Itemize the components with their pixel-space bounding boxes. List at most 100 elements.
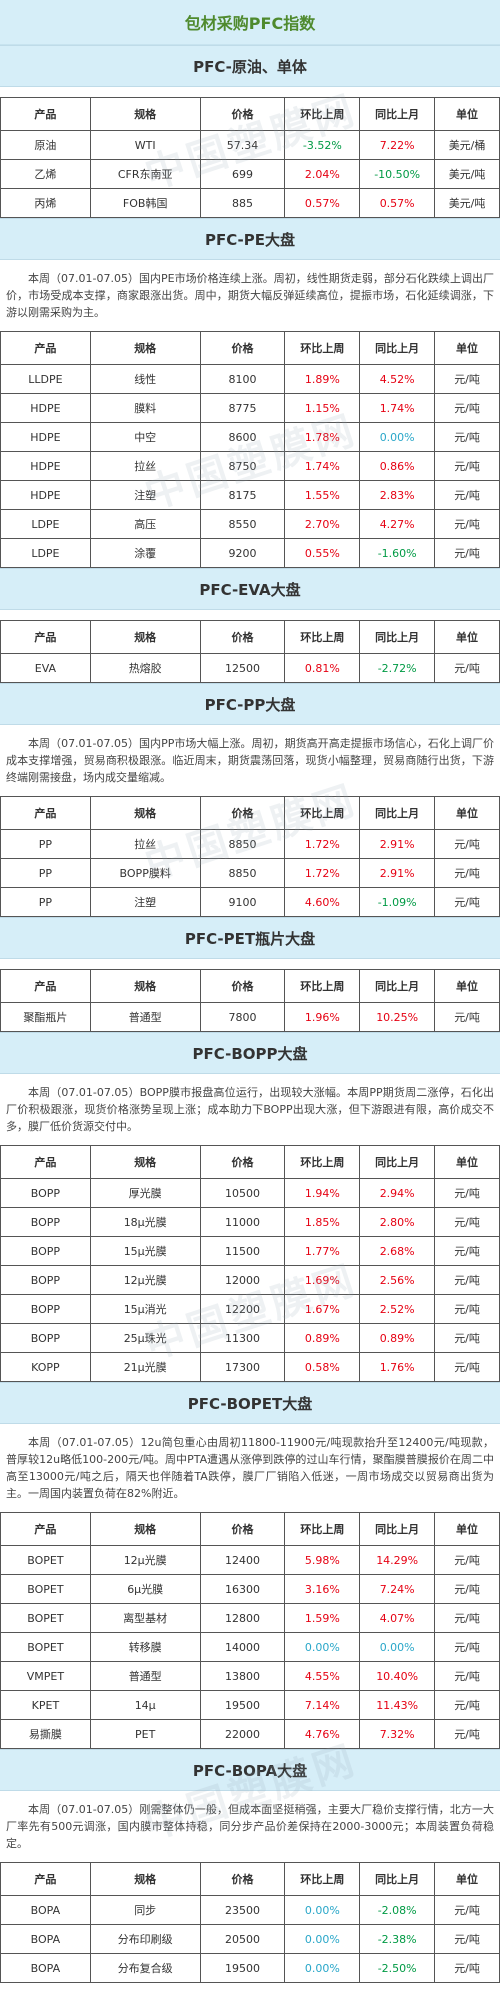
- header-product: 产品: [0, 1512, 91, 1546]
- price-cell: 8100: [199, 364, 286, 394]
- spec-cell: 15μ消光: [89, 1294, 201, 1324]
- mom-change-cell: 2.56%: [359, 1265, 436, 1295]
- wow-change-cell: 1.96%: [284, 1002, 361, 1032]
- header-spec: 规格: [89, 1512, 201, 1546]
- wow-change-cell: 4.60%: [284, 887, 361, 917]
- table-header-row: 产品 规格 价格 环比上周 同比上月 单位: [0, 969, 500, 1003]
- price-cell: 11500: [199, 1236, 286, 1266]
- table-row: BOPP 18μ光膜 11000 1.85% 2.80% 元/吨: [0, 1207, 500, 1237]
- wow-change-cell: 3.16%: [284, 1574, 361, 1604]
- section-spacer: [0, 959, 500, 969]
- spec-cell: 6μ光膜: [89, 1574, 201, 1604]
- price-cell: 17300: [199, 1352, 286, 1382]
- price-table: 产品 规格 价格 环比上周 同比上月 单位 原油 WTI 57.34 -3.52% 7.22% 美元/…: [0, 97, 500, 218]
- section-spacer: [0, 610, 500, 620]
- spec-cell: 线性: [89, 364, 201, 394]
- section-title: PFC-PE大盘: [0, 218, 500, 260]
- spec-cell: 转移膜: [89, 1632, 201, 1662]
- mom-change-cell: 2.52%: [359, 1294, 436, 1324]
- table-row: 乙烯 CFR东南亚 699 2.04% -10.50% 美元/吨: [0, 159, 500, 189]
- table-row: 原油 WTI 57.34 -3.52% 7.22% 美元/桶: [0, 130, 500, 160]
- header-mom: 同比上月: [359, 796, 436, 830]
- spec-cell: 同步: [89, 1895, 201, 1925]
- table-row: LDPE 高压 8550 2.70% 4.27% 元/吨: [0, 509, 500, 539]
- unit-cell: 元/吨: [434, 1690, 500, 1720]
- product-cell: VMPET: [0, 1661, 91, 1691]
- product-cell: BOPA: [0, 1895, 91, 1925]
- price-cell: 13800: [199, 1661, 286, 1691]
- unit-cell: 元/吨: [434, 1002, 500, 1032]
- spec-cell: 21μ光膜: [89, 1352, 201, 1382]
- mom-change-cell: 2.91%: [359, 829, 436, 859]
- unit-cell: 元/吨: [434, 1574, 500, 1604]
- spec-cell: 离型基材: [89, 1603, 201, 1633]
- product-cell: BOPET: [0, 1574, 91, 1604]
- spec-cell: 注塑: [89, 480, 201, 510]
- mom-change-cell: 7.22%: [359, 130, 436, 160]
- product-cell: 原油: [0, 130, 91, 160]
- section-title: PFC-BOPA大盘: [0, 1749, 500, 1791]
- mom-change-cell: 14.29%: [359, 1545, 436, 1575]
- wow-change-cell: 1.72%: [284, 829, 361, 859]
- wow-change-cell: 1.94%: [284, 1178, 361, 1208]
- section-block: PFC-原油、单体 产品 规格 价格 环比上周 同比上月 单位 原油 WTI 57.34 -3.52…: [0, 45, 500, 218]
- header-wow: 环比上周: [284, 97, 361, 131]
- table-row: EVA 热熔胶 12500 0.81% -2.72% 元/吨: [0, 653, 500, 683]
- header-product: 产品: [0, 331, 91, 365]
- header-spec: 规格: [89, 97, 201, 131]
- wow-change-cell: 1.15%: [284, 393, 361, 423]
- spec-cell: 高压: [89, 509, 201, 539]
- product-cell: BOPA: [0, 1924, 91, 1954]
- mom-change-cell: 10.25%: [359, 1002, 436, 1032]
- price-cell: 10500: [199, 1178, 286, 1208]
- header-price: 价格: [199, 796, 286, 830]
- section-commentary: 本周（07.01-07.05）刚需整体仍一般，但成本面坚挺稍强，主要大厂稳价支撑…: [6, 1803, 494, 1850]
- wow-change-cell: 1.59%: [284, 1603, 361, 1633]
- spec-cell: CFR东南亚: [89, 159, 201, 189]
- price-table: 产品 规格 价格 环比上周 同比上月 单位 LLDPE 线性 8100 1.89% 4.52% 元/吨…: [0, 331, 500, 568]
- unit-cell: 元/吨: [434, 393, 500, 423]
- mom-change-cell: 7.24%: [359, 1574, 436, 1604]
- section-commentary: 本周（07.01-07.05）国内PP市场大幅上涨。周初，期货高开高走提振市场信…: [6, 737, 494, 784]
- product-cell: PP: [0, 887, 91, 917]
- table-row: VMPET 普通型 13800 4.55% 10.40% 元/吨: [0, 1661, 500, 1691]
- unit-cell: 元/吨: [434, 1545, 500, 1575]
- table-header-row: 产品 规格 价格 环比上周 同比上月 单位: [0, 331, 500, 365]
- unit-cell: 元/吨: [434, 829, 500, 859]
- unit-cell: 元/吨: [434, 1953, 500, 1983]
- price-cell: 11000: [199, 1207, 286, 1237]
- unit-cell: 元/吨: [434, 480, 500, 510]
- table-row: HDPE 中空 8600 1.78% 0.00% 元/吨: [0, 422, 500, 452]
- header-wow: 环比上周: [284, 1862, 361, 1896]
- header-unit: 单位: [434, 97, 500, 131]
- header-spec: 规格: [89, 620, 201, 654]
- table-row: BOPET 离型基材 12800 1.59% 4.07% 元/吨: [0, 1603, 500, 1633]
- product-cell: BOPP: [0, 1207, 91, 1237]
- spec-cell: 厚光膜: [89, 1178, 201, 1208]
- section-block: PFC-PP大盘 本周（07.01-07.05）国内PP市场大幅上涨。周初，期货高…: [0, 683, 500, 917]
- spec-cell: 涂覆: [89, 538, 201, 568]
- product-cell: HDPE: [0, 393, 91, 423]
- table-row: LLDPE 线性 8100 1.89% 4.52% 元/吨: [0, 364, 500, 394]
- section-block: PFC-BOPET大盘 本周（07.01-07.05）12u简包重心由周初1180…: [0, 1382, 500, 1749]
- header-wow: 环比上周: [284, 969, 361, 1003]
- spec-cell: BOPP膜料: [89, 858, 201, 888]
- header-price: 价格: [199, 97, 286, 131]
- mom-change-cell: 0.89%: [359, 1323, 436, 1353]
- spec-cell: 注塑: [89, 887, 201, 917]
- wow-change-cell: 2.04%: [284, 159, 361, 189]
- table-row: PP 注塑 9100 4.60% -1.09% 元/吨: [0, 887, 500, 917]
- table-row: BOPA 分布复合级 19500 0.00% -2.50% 元/吨: [0, 1953, 500, 1983]
- unit-cell: 元/吨: [434, 1632, 500, 1662]
- header-price: 价格: [199, 620, 286, 654]
- section-title: PFC-BOPET大盘: [0, 1382, 500, 1424]
- table-row: LDPE 涂覆 9200 0.55% -1.60% 元/吨: [0, 538, 500, 568]
- price-cell: 8850: [199, 829, 286, 859]
- header-wow: 环比上周: [284, 331, 361, 365]
- price-cell: 12000: [199, 1265, 286, 1295]
- header-wow: 环比上周: [284, 1512, 361, 1546]
- price-cell: 8175: [199, 480, 286, 510]
- mom-change-cell: 0.00%: [359, 1632, 436, 1662]
- wow-change-cell: -3.52%: [284, 130, 361, 160]
- wow-change-cell: 5.98%: [284, 1545, 361, 1575]
